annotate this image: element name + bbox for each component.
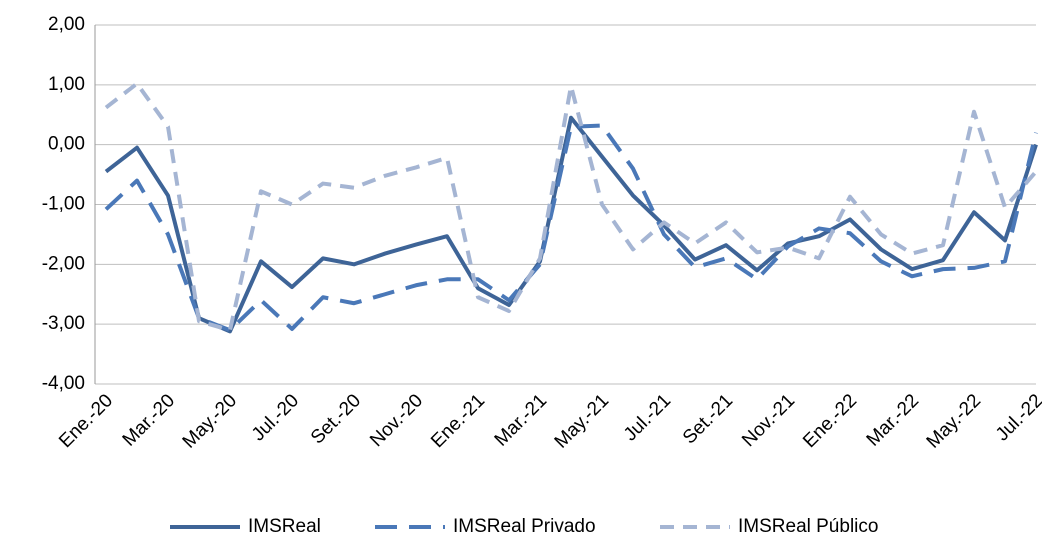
x-tick-label: Mar.-22 xyxy=(863,390,923,450)
x-tick-label: May.-20 xyxy=(179,390,241,452)
x-tick-label: Ene.-20 xyxy=(55,390,117,452)
x-tick-label: Mar.-21 xyxy=(491,390,551,450)
series-line xyxy=(104,123,1038,333)
y-tick-label: -4,00 xyxy=(42,373,85,394)
x-tick-label: Jul.-21 xyxy=(620,390,675,445)
legend-label: IMSReal Privado xyxy=(453,516,596,537)
y-tick-label: -1,00 xyxy=(42,194,85,215)
x-tick-label: Jul.-20 xyxy=(248,390,303,445)
y-tick-label: -2,00 xyxy=(42,253,85,274)
x-tick-label: Mar.-20 xyxy=(119,390,179,450)
y-tick-label: -3,00 xyxy=(42,313,85,334)
legend-label: IMSReal xyxy=(248,516,321,537)
x-tick-label: Jul.-22 xyxy=(992,390,1042,445)
legend-label: IMSReal Público xyxy=(738,516,878,537)
x-tick-label: May.-22 xyxy=(923,390,985,452)
y-tick-label: 0,00 xyxy=(48,134,85,155)
x-tick-label: Ene.-21 xyxy=(427,390,489,452)
x-tick-label: Set.-21 xyxy=(679,390,737,448)
x-tick-label: Nov.-20 xyxy=(366,390,427,451)
x-tick-label: Set.-20 xyxy=(307,390,365,448)
y-tick-label: 2,00 xyxy=(48,14,85,35)
x-tick-label: Nov.-21 xyxy=(738,390,799,451)
x-tick-label: May.-21 xyxy=(551,390,613,452)
series-line xyxy=(104,115,1038,334)
series-line xyxy=(104,81,1038,333)
y-tick-label: 1,00 xyxy=(48,74,85,95)
x-tick-label: Ene.-22 xyxy=(799,390,861,452)
